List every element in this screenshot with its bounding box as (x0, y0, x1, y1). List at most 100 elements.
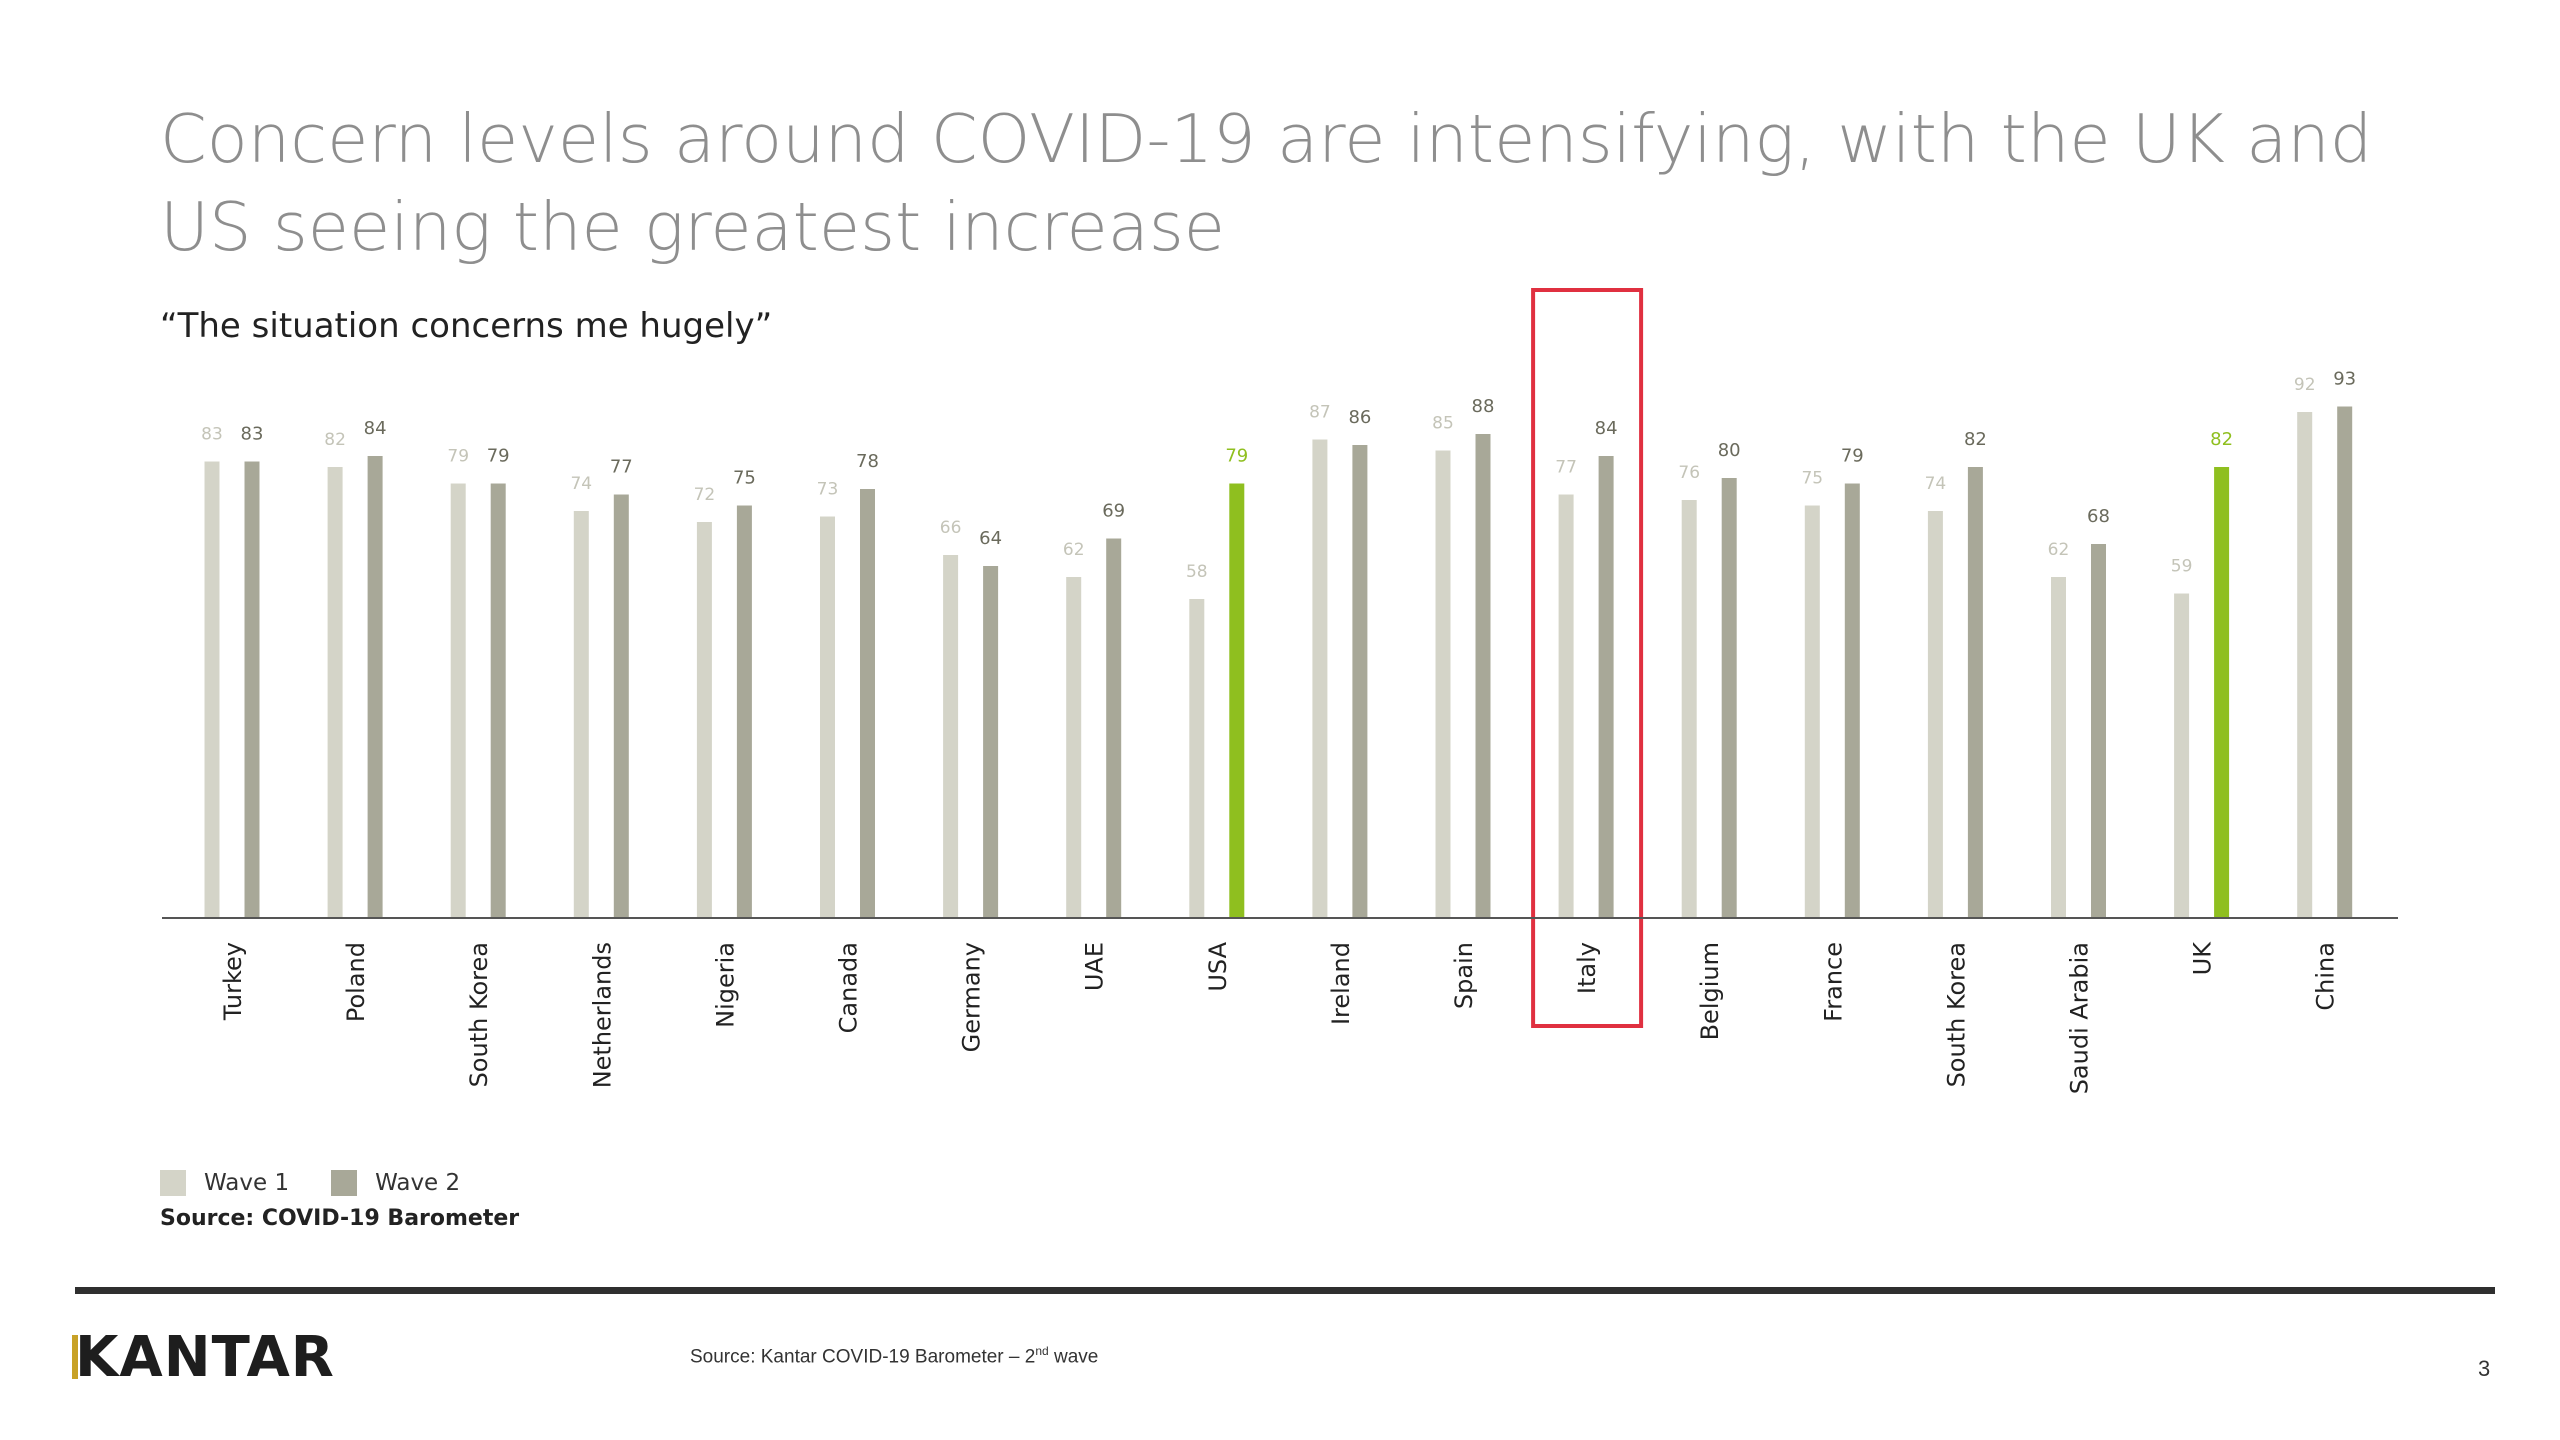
data-label-wave2: 88 (1472, 396, 1495, 417)
kantar-logo: KANTAR (72, 1330, 335, 1386)
bar-wave2 (983, 566, 999, 918)
legend-label-wave1: Wave 1 (204, 1170, 290, 1196)
data-label-wave1: 82 (324, 430, 346, 450)
bar-wave1 (450, 483, 466, 918)
bar-wave1 (696, 522, 712, 918)
bar-wave1 (1558, 494, 1574, 918)
data-label-wave1: 62 (2048, 540, 2070, 560)
bar-wave2 (736, 505, 752, 918)
data-label-wave2: 79 (487, 446, 510, 467)
slide-title: Concern levels around COVID-19 are inten… (160, 100, 2373, 266)
bar-wave1 (2051, 577, 2066, 918)
bar-wave2 (613, 494, 629, 918)
bar-wave1 (1681, 500, 1697, 918)
data-label-wave1: 74 (570, 474, 592, 494)
data-label-wave2: 84 (364, 418, 387, 439)
bar-wave2 (1844, 483, 1860, 918)
chart-source-note: Source: COVID-19 Barometer (160, 1206, 520, 1231)
bar-wave2 (1475, 434, 1491, 918)
data-label-wave2: 83 (241, 424, 264, 445)
category-tick-label: UK (2189, 941, 2217, 976)
category-tick-label: UAE (1081, 942, 1109, 991)
data-label-wave2: 77 (610, 457, 633, 478)
category-tick-label: Netherlands (588, 942, 616, 1088)
bar-wave2 (2214, 467, 2230, 918)
bar-wave1 (1189, 599, 1205, 918)
bar-wave2 (1721, 478, 1737, 918)
data-label-wave2: 79 (1225, 446, 1248, 467)
data-label-wave1: 92 (2294, 375, 2316, 395)
data-label-wave1: 77 (1555, 458, 1577, 478)
bar-wave2 (1352, 445, 1368, 918)
data-label-wave1: 72 (694, 485, 716, 505)
data-label-wave1: 85 (1432, 414, 1454, 434)
data-label-wave1: 59 (2171, 557, 2193, 577)
logo-accent-bar (72, 1335, 78, 1379)
data-label-wave2: 75 (733, 468, 756, 489)
footer-source-sup: nd (1035, 1344, 1049, 1358)
bar-wave2 (1229, 483, 1245, 918)
category-tick-label: Saudi Arabia (2066, 942, 2094, 1094)
footer-source-suffix: wave (1048, 1346, 1099, 1368)
category-tick-label: USA (1204, 941, 1232, 991)
legend-item-wave1: Wave 1 (160, 1170, 289, 1196)
data-label-wave1: 66 (940, 518, 962, 538)
data-label-wave2: 68 (2087, 506, 2110, 527)
bar-wave2 (1967, 467, 1983, 918)
bar-wave2 (2091, 544, 2106, 918)
data-label-wave1: 83 (201, 425, 223, 445)
data-label-wave1: 58 (1186, 562, 1208, 582)
category-tick-label: South Korea (465, 942, 493, 1087)
data-label-wave2: 82 (2210, 429, 2233, 450)
data-label-wave1: 62 (1063, 540, 1085, 560)
logo-text: KANTAR (75, 1325, 335, 1390)
legend-item-wave2: Wave 2 (331, 1170, 460, 1196)
bar-wave1 (327, 467, 343, 918)
italy-highlight-box (1531, 288, 1644, 1028)
category-tick-label: Canada (835, 942, 863, 1033)
category-tick-label: Ireland (1327, 942, 1355, 1025)
data-label-wave2: 80 (1718, 440, 1741, 461)
chart-legend: Wave 1 Wave 2 (160, 1170, 502, 1196)
bar-wave1 (943, 555, 959, 918)
chart-subtitle: “The situation concerns me hugely” (160, 306, 773, 346)
bar-wave1 (1927, 511, 1943, 918)
category-tick-label: Germany (958, 942, 986, 1052)
data-label-wave1: 79 (447, 447, 469, 467)
bar-wave1 (1312, 439, 1328, 918)
bar-wave2 (860, 489, 875, 918)
bar-wave1 (573, 511, 589, 918)
bar-wave1 (204, 461, 220, 918)
category-tick-label: Turkey (219, 942, 247, 1021)
bar-wave2 (1598, 456, 1614, 918)
data-label-wave2: 84 (1595, 418, 1618, 439)
bar-wave2 (367, 456, 383, 918)
category-tick-label: Italy (1573, 942, 1601, 994)
data-label-wave1: 74 (1925, 474, 1947, 494)
bar-chart: 83 83 Turkey 82 84 Poland 79 79 South Korea 74 77 N… (162, 288, 2398, 1094)
data-label-wave2: 82 (1964, 429, 1987, 450)
legend-swatch-wave2 (331, 1170, 358, 1196)
bar-wave1 (1066, 577, 1082, 918)
data-label-wave1: 87 (1309, 403, 1331, 423)
bar-wave1 (2174, 593, 2190, 918)
data-label-wave2: 93 (2333, 369, 2356, 390)
category-tick-label: Spain (1450, 942, 1478, 1009)
bar-wave1 (2297, 412, 2313, 918)
category-tick-label: China (2312, 942, 2340, 1011)
page-number: 3 (2478, 1356, 2491, 1381)
bar-wave2 (2337, 406, 2353, 918)
footer-source-prefix: Source: Kantar COVID-19 Barometer – 2 (690, 1346, 1036, 1368)
data-label-wave1: 73 (817, 480, 839, 500)
footer-divider (75, 1287, 2495, 1294)
bar-wave1 (1435, 450, 1451, 918)
bar-wave1 (1804, 505, 1820, 918)
bar-wave2 (244, 461, 260, 918)
footer-source: Source: Kantar COVID-19 Barometer – 2nd … (690, 1344, 1098, 1368)
data-label-wave2: 78 (856, 451, 879, 472)
category-tick-label: South Korea (1942, 942, 1970, 1087)
bar-wave2 (1106, 538, 1122, 918)
legend-label-wave2: Wave 2 (375, 1170, 461, 1196)
data-label-wave1: 75 (1801, 469, 1823, 489)
category-tick-label: Nigeria (711, 942, 739, 1028)
